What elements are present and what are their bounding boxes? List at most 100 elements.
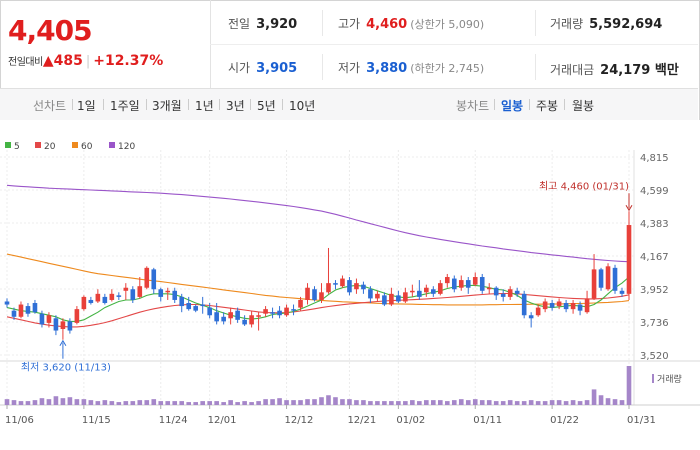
x-tick-label: 12/21: [347, 415, 376, 426]
candle-body: [74, 309, 80, 323]
x-tick-label: 01/02: [396, 415, 425, 426]
volume-bar: [277, 398, 282, 405]
candle-body: [249, 315, 254, 325]
candle-body: [39, 313, 45, 325]
candle-body: [444, 277, 450, 284]
volume-bar: [116, 402, 122, 405]
candle-body: [81, 296, 87, 310]
candle-body: [305, 287, 310, 300]
candle-body: [584, 298, 590, 313]
candle-body: [158, 289, 164, 297]
volume-bar: [172, 401, 178, 405]
candle-body: [424, 287, 429, 293]
header-divider: [210, 44, 698, 45]
prev-close-cell: 전일 3,920: [228, 15, 297, 32]
open-cell: 시가 3,905: [228, 59, 297, 76]
candle-body: [95, 293, 101, 302]
high-value: 4,460: [366, 17, 408, 32]
prev-close-value: 3,920: [256, 17, 298, 32]
volume-bar: [242, 401, 247, 405]
volume-bar: [451, 400, 457, 405]
candlestick-chart: 4,815 4,599 4,383 4,167 3,952 3,736 3,520 11/06…: [0, 120, 700, 450]
volume-bar: [465, 400, 471, 405]
candle-body: [598, 269, 604, 288]
volume-bar: [584, 400, 590, 405]
legend-label: 60: [81, 142, 93, 152]
x-tick-label: 11/24: [159, 415, 188, 426]
volume-bar: [193, 402, 199, 405]
volume-bar: [591, 389, 597, 405]
x-tick-label: 01/31: [627, 415, 656, 426]
period-1y[interactable]: 1년: [195, 99, 214, 113]
period-10y[interactable]: 10년: [289, 99, 316, 113]
candle-body: [291, 309, 296, 311]
candle-body: [591, 269, 597, 299]
candle-body: [130, 289, 136, 300]
volume-bar: [507, 400, 513, 405]
up-arrow-icon: ▲: [42, 53, 54, 69]
volume-bar: [424, 400, 429, 405]
candle-body: [577, 304, 583, 311]
candle-body: [612, 267, 618, 291]
open-label: 시가: [228, 61, 251, 75]
candle-body: [619, 290, 625, 294]
candle-body: [277, 310, 282, 316]
open-value: 3,905: [256, 61, 298, 76]
lower-limit: (하한가 2,745): [410, 62, 485, 75]
volume-bar: [165, 401, 171, 405]
candle-body: [18, 304, 24, 317]
volume-bar: [361, 400, 366, 405]
candle-body: [347, 280, 352, 293]
toolbar-divider: [494, 99, 495, 110]
volume-bar: [4, 399, 10, 405]
candle-body: [32, 303, 38, 313]
prev-close-label: 전일: [228, 17, 251, 31]
volume-bar: [577, 401, 583, 405]
candle-body: [465, 280, 471, 288]
candle-body: [368, 289, 373, 299]
volume-bar: [514, 401, 520, 405]
period-3y[interactable]: 3년: [226, 99, 245, 113]
period-1d[interactable]: 1일: [77, 99, 96, 113]
volume-bar: [368, 401, 373, 405]
volume-bar: [333, 397, 338, 405]
trade-value: 24,179 백만: [600, 63, 679, 78]
candle-monthly[interactable]: 월봉: [572, 99, 595, 113]
candle-body: [207, 307, 212, 316]
candle-body: [109, 293, 115, 300]
volume-bar: [53, 396, 59, 405]
candle-body: [256, 315, 261, 317]
volume-bar: [479, 400, 485, 405]
volume-bar: [563, 401, 569, 405]
legend-label: 120: [118, 142, 135, 152]
high-label: 고가: [338, 17, 361, 31]
candle-body: [235, 310, 240, 320]
candle-body: [165, 290, 171, 293]
candle-body: [326, 283, 331, 293]
volume-label: 거래량: [550, 17, 584, 31]
candle-daily[interactable]: 일봉: [501, 99, 524, 113]
legend-label: 5: [14, 142, 20, 152]
candle-body: [431, 289, 436, 294]
candle-body: [486, 287, 492, 290]
volume-bar: [25, 401, 31, 405]
candle-body: [11, 310, 17, 317]
volume-bar: [235, 402, 240, 405]
volume-bar: [88, 400, 94, 405]
candle-body: [263, 309, 268, 314]
candle-body: [284, 307, 289, 316]
volume-bar: [102, 400, 108, 405]
period-5y[interactable]: 5년: [257, 99, 276, 113]
volume-bar: [46, 399, 52, 405]
candle-body: [437, 283, 443, 294]
toolbar-divider: [103, 99, 104, 110]
period-1w[interactable]: 1주일: [110, 99, 140, 113]
volume-bar: [39, 398, 45, 405]
volume-bar: [60, 398, 66, 405]
volume-bar: [109, 401, 115, 405]
candle-weekly[interactable]: 주봉: [536, 99, 559, 113]
period-3m[interactable]: 3개월: [152, 99, 182, 113]
volume-bar: [67, 397, 73, 405]
high-cell: 고가 4,460 (상한가 5,090): [338, 15, 484, 32]
candle-body: [116, 295, 122, 297]
